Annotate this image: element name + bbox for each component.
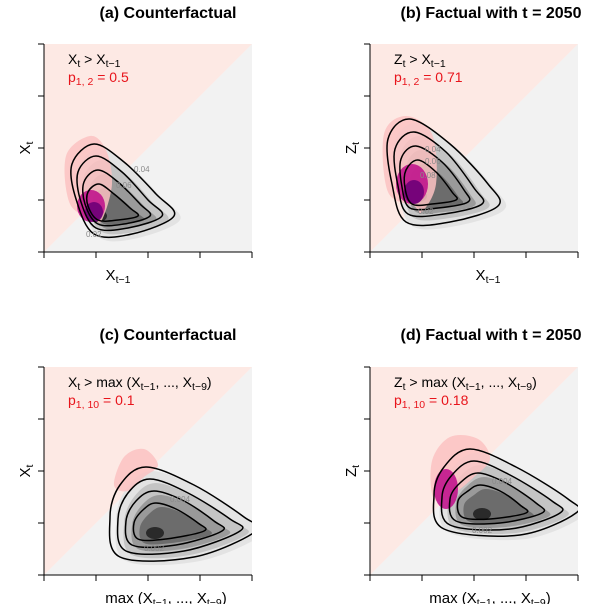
panel-a: 0.040.06 0.02 (a) Counterfactual Xt > Xt−1p… — [17, 5, 253, 286]
contour-label: 0.08 — [420, 171, 436, 180]
contour-line-2 — [393, 131, 485, 218]
contour-line-1 — [386, 118, 501, 227]
density-core — [473, 508, 491, 520]
contour-label: 0.002 — [472, 526, 493, 535]
y-axis-label-group: Zt — [343, 142, 362, 154]
y-axis-label-group: Xt — [17, 464, 36, 477]
y-axis-label: Xt — [17, 141, 36, 154]
y-axis-label-group: Zt — [343, 465, 362, 477]
density-core — [146, 527, 164, 539]
contour-line-3 — [124, 490, 226, 549]
panel-title: (c) Counterfactual — [100, 327, 237, 344]
contour-label: 0.04 — [425, 145, 441, 154]
magenta-density-blob — [434, 469, 458, 509]
contour-line-4 — [132, 502, 207, 542]
probability-annotation: p1, 2 = 0.5 — [68, 69, 129, 88]
y-axis-label: Zt — [343, 142, 362, 154]
contour-line-4 — [456, 484, 529, 521]
panel-title: (d) Factual with t = 2050 — [401, 327, 582, 344]
magenta-density-blob — [85, 202, 103, 222]
panel-d: 0.004 0.002 (d) Factual with t = 2050 Zt > … — [343, 327, 582, 604]
plot-area: 0.040.06 0.02 — [44, 44, 252, 252]
contour-label: 0.06 — [116, 181, 132, 190]
contour-line-1 — [108, 466, 252, 562]
panel-title: (b) Factual with t = 2050 — [401, 5, 582, 22]
inequality-annotation: Xt > max (Xt−1, ..., Xt−9) — [68, 374, 212, 393]
inequality-annotation: Zt > Xt−1 — [394, 51, 446, 70]
x-axis-label: max (Xt−1, ..., Xt−9) — [105, 590, 226, 604]
contour-line-1 — [70, 143, 176, 239]
contour-line-4 — [403, 159, 458, 207]
contour-line-2 — [76, 155, 164, 232]
y-axis-label: Zt — [343, 465, 362, 477]
contour-line-2 — [440, 460, 564, 531]
y-axis-label: Xt — [17, 464, 36, 477]
plot-area: 0.004 0.002 — [44, 367, 252, 575]
contour-line-1 — [432, 448, 578, 537]
panel-b: 0.04 0.06 0.08 0.02 (b) Factual with t = 205… — [343, 5, 582, 286]
inequality-annotation: Xt > Xt−1 — [68, 51, 121, 70]
panel-title: (a) Counterfactual — [100, 5, 237, 22]
probability-annotation: p1, 10 = 0.1 — [68, 392, 135, 411]
contour-label: 0.06 — [425, 157, 441, 166]
y-axis-label-group: Xt — [17, 141, 36, 154]
contour-label: 0.002 — [144, 544, 165, 553]
contour-label: 0.004 — [170, 495, 191, 504]
x-axis-label: Xt−1 — [476, 267, 501, 286]
magenta-density-blob — [404, 180, 424, 204]
contour-line-4 — [85, 183, 140, 222]
probability-annotation: p1, 10 = 0.18 — [394, 392, 469, 411]
contour-line-3 — [399, 145, 471, 211]
contour-label: 0.02 — [86, 230, 102, 239]
contour-line-3 — [81, 169, 152, 227]
inequality-annotation: Zt > max (Xt−1, ..., Xt−9) — [394, 374, 537, 393]
contour-line-3 — [448, 472, 546, 525]
x-axis-label: max (Xt−1, ..., Xt−9) — [429, 590, 550, 604]
plot-area: 0.04 0.06 0.08 0.02 — [370, 44, 578, 252]
x-axis-label: Xt−1 — [106, 267, 131, 286]
plot-area: 0.004 0.002 — [370, 367, 578, 575]
contour-line-2 — [116, 478, 244, 555]
panel-c: 0.004 0.002 (c) Counterfactual Xt > max (Xt… — [17, 327, 253, 604]
contour-label: 0.04 — [134, 165, 150, 174]
contour-label: 0.02 — [418, 207, 434, 216]
probability-annotation: p1, 2 = 0.71 — [394, 69, 463, 88]
contour-label: 0.004 — [492, 477, 513, 486]
